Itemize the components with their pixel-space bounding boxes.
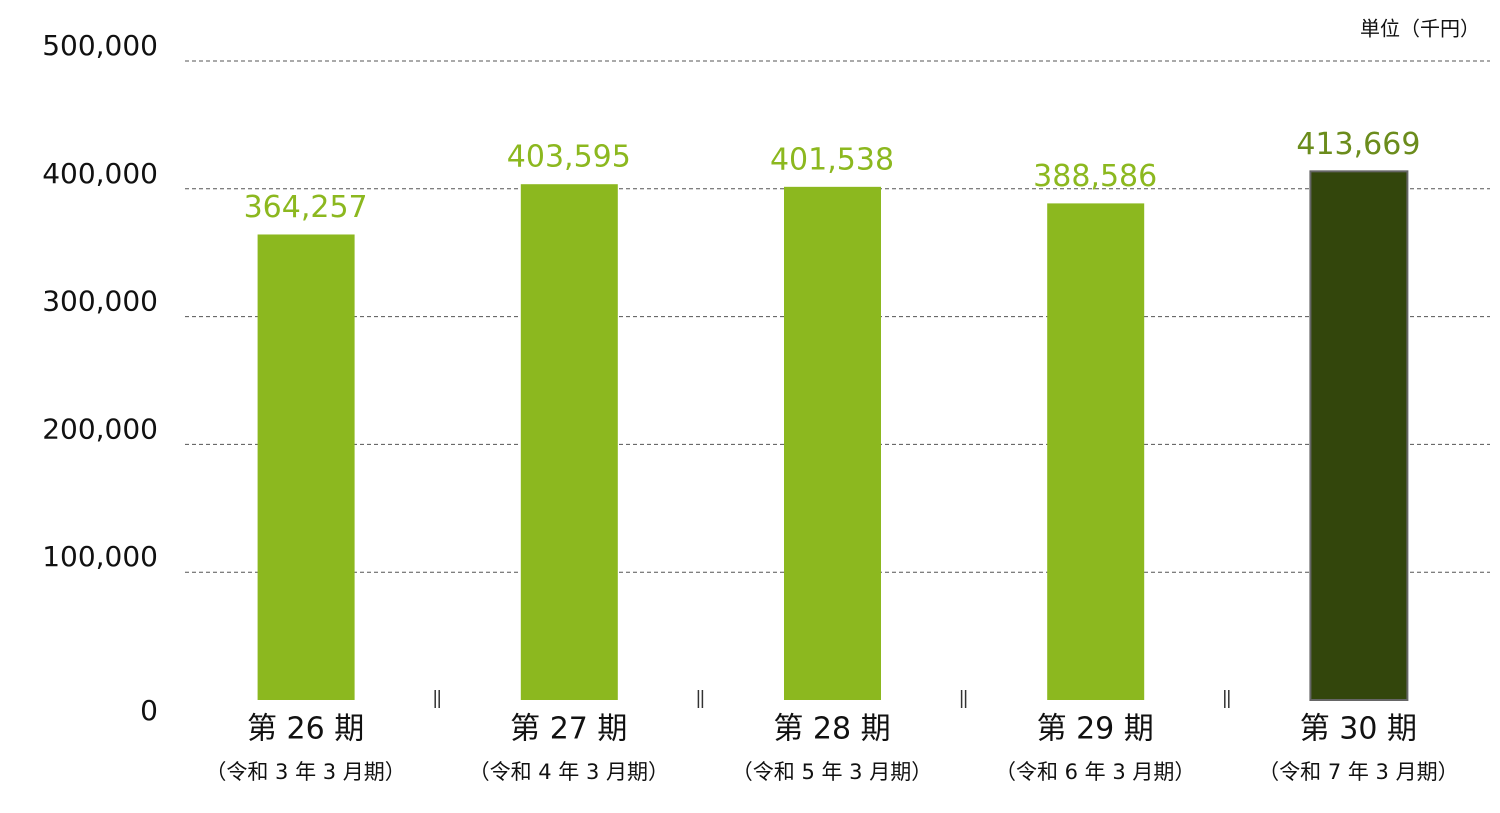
y-tick-label: 500,000 — [42, 29, 158, 62]
y-tick-label: 0 — [140, 694, 158, 727]
y-tick-label: 100,000 — [42, 540, 158, 573]
value-label: 364,257 — [244, 190, 368, 225]
y-tick-label: 400,000 — [42, 157, 158, 190]
x-tick-label: 第 28 期 — [773, 712, 890, 747]
y-tick-label: 200,000 — [42, 412, 158, 445]
bar — [520, 184, 618, 701]
x-tick-sublabel: （令和 3 年 3 月期） — [205, 760, 405, 784]
bar — [784, 186, 881, 700]
x-tick-label: 第 30 期 — [1300, 712, 1417, 747]
x-tick-sublabel: （令和 4 年 3 月期） — [469, 760, 669, 784]
bar — [1047, 203, 1145, 700]
value-label: 388,586 — [1033, 159, 1157, 194]
value-label: 401,538 — [770, 142, 894, 177]
value-label: 413,669 — [1296, 127, 1420, 162]
bar — [1309, 170, 1409, 702]
x-tick-sublabel: （令和 6 年 3 月期） — [995, 760, 1195, 784]
y-tick-label: 300,000 — [42, 285, 158, 318]
value-label: 403,595 — [507, 140, 631, 175]
bar — [257, 234, 355, 700]
x-tick-sublabel: （令和 5 年 3 月期） — [732, 760, 932, 784]
x-tick-sublabel: （令和 7 年 3 月期） — [1258, 760, 1458, 784]
unit-label: 単位（千円） — [1360, 17, 1480, 41]
x-tick-label: 第 26 期 — [247, 712, 364, 747]
x-tick-label: 第 29 期 — [1037, 712, 1154, 747]
x-tick-label: 第 27 期 — [510, 712, 627, 747]
